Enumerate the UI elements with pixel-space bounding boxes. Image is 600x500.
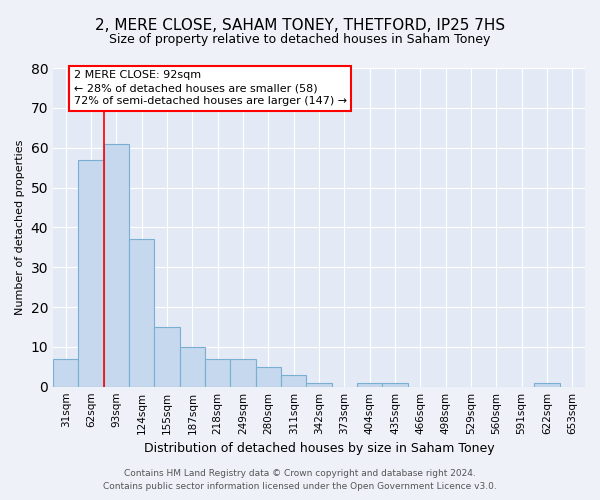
Text: 2, MERE CLOSE, SAHAM TONEY, THETFORD, IP25 7HS: 2, MERE CLOSE, SAHAM TONEY, THETFORD, IP… (95, 18, 505, 32)
Text: 2 MERE CLOSE: 92sqm
← 28% of detached houses are smaller (58)
72% of semi-detach: 2 MERE CLOSE: 92sqm ← 28% of detached ho… (74, 70, 347, 106)
Bar (382, 382, 407, 386)
Text: Size of property relative to detached houses in Saham Toney: Size of property relative to detached ho… (109, 32, 491, 46)
Bar (179, 347, 205, 387)
Text: Contains HM Land Registry data © Crown copyright and database right 2024.
Contai: Contains HM Land Registry data © Crown c… (103, 470, 497, 491)
Bar (129, 240, 154, 386)
Bar (230, 359, 256, 386)
Bar (53, 359, 79, 386)
Bar (357, 382, 382, 386)
Bar (256, 367, 281, 386)
Bar (281, 374, 307, 386)
Bar (154, 327, 179, 386)
Y-axis label: Number of detached properties: Number of detached properties (15, 140, 25, 315)
Bar (79, 160, 104, 386)
Bar (535, 382, 560, 386)
Bar (104, 144, 129, 386)
Bar (205, 359, 230, 386)
Bar (307, 382, 332, 386)
X-axis label: Distribution of detached houses by size in Saham Toney: Distribution of detached houses by size … (144, 442, 494, 455)
